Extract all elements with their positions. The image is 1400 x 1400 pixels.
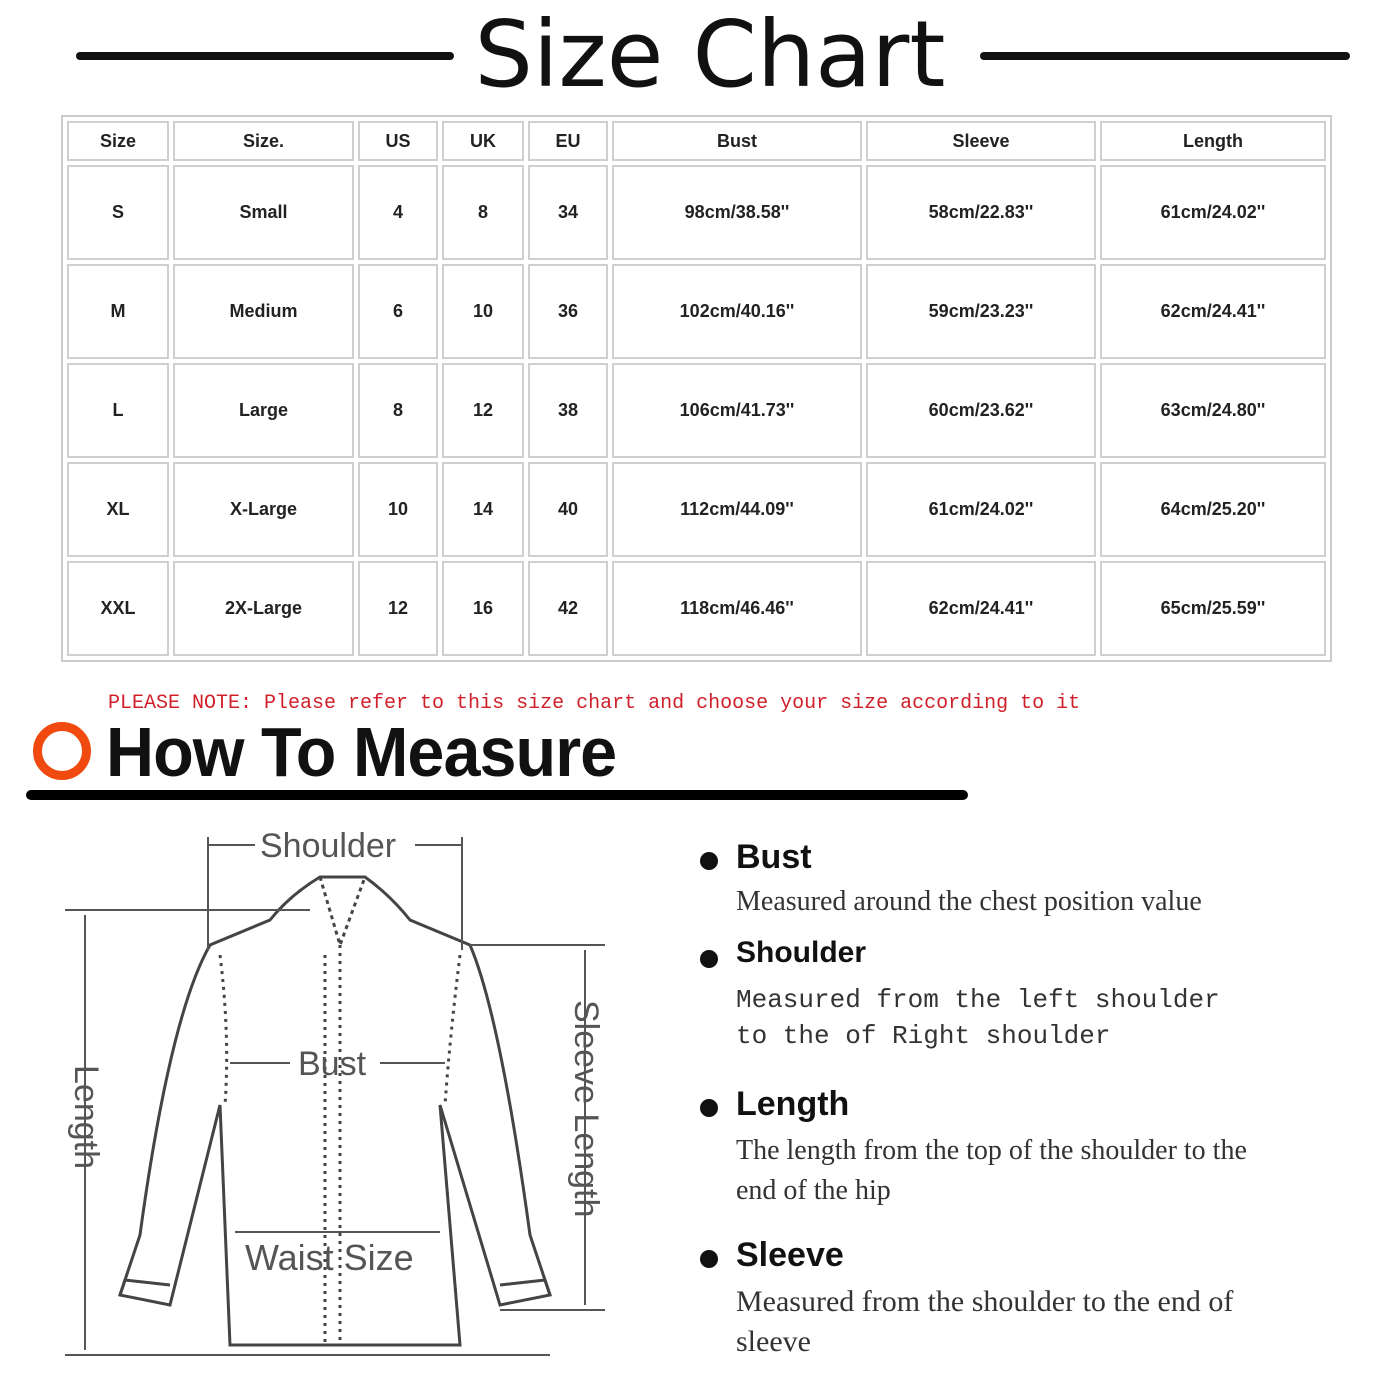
bullet-icon: [700, 1099, 718, 1117]
sleeve-length-label: Sleeve Length: [567, 1000, 605, 1217]
guide-desc: Measured from the shoulder to the end of…: [736, 1285, 1234, 1358]
table-cell: 63cm/24.80'': [1100, 363, 1326, 458]
length-label: Length: [67, 1065, 105, 1169]
table-cell: 10: [358, 462, 438, 557]
table-cell: 8: [358, 363, 438, 458]
table-cell: S: [67, 165, 169, 260]
table-cell: 98cm/38.58'': [612, 165, 862, 260]
table-cell: 40: [528, 462, 608, 557]
table-cell: 16: [442, 561, 524, 656]
column-header: UK: [442, 121, 524, 161]
table-cell: M: [67, 264, 169, 359]
table-cell: 65cm/25.59'': [1100, 561, 1326, 656]
table-row: S Small 4 8 34 98cm/38.58'' 58cm/22.83'' 61cm/2…: [67, 165, 1326, 260]
bust-label: Bust: [298, 1045, 367, 1083]
table-cell: 38: [528, 363, 608, 458]
table-row: XXL 2X-Large 12 16 42 118cm/46.46'' 62cm/24.41…: [67, 561, 1326, 656]
please-note: PLEASE NOTE: Please refer to this size c…: [108, 692, 1081, 715]
table-cell: XXL: [67, 561, 169, 656]
how-to-measure-heading: How To Measure: [106, 713, 617, 791]
table-cell: Medium: [173, 264, 354, 359]
title-rule-left: [76, 52, 454, 60]
guide-desc: The length from the top of the shoulder …: [736, 1135, 1247, 1206]
table-cell: 2X-Large: [173, 561, 354, 656]
table-cell: 58cm/22.83'': [866, 165, 1096, 260]
column-header: EU: [528, 121, 608, 161]
waist-label: Waist Size: [245, 1237, 414, 1278]
guide-heading: Sleeve: [736, 1236, 844, 1274]
table-cell: X-Large: [173, 462, 354, 557]
table-cell: 60cm/23.62'': [866, 363, 1096, 458]
table-cell: 59cm/23.23'': [866, 264, 1096, 359]
orange-ring-icon: [33, 722, 91, 780]
table-cell: 118cm/46.46'': [612, 561, 862, 656]
guide-desc: Measured from the left shoulder to the o…: [736, 985, 1220, 1051]
size-table: Size Size. US UK EU Bust Sleeve Length S Small 4 8…: [61, 115, 1332, 662]
table-cell: 106cm/41.73'': [612, 363, 862, 458]
column-header: US: [358, 121, 438, 161]
table-cell: 8: [442, 165, 524, 260]
table-cell: 61cm/24.02'': [1100, 165, 1326, 260]
table-cell: 10: [442, 264, 524, 359]
title-rule-right: [980, 52, 1350, 60]
table-cell: 102cm/40.16'': [612, 264, 862, 359]
table-cell: 42: [528, 561, 608, 656]
table-cell: 12: [442, 363, 524, 458]
guide-heading: Shoulder: [736, 936, 867, 969]
column-header: Sleeve: [866, 121, 1096, 161]
column-header: Size: [67, 121, 169, 161]
bullet-icon: [700, 1250, 718, 1268]
table-cell: 36: [528, 264, 608, 359]
table-cell: 112cm/44.09'': [612, 462, 862, 557]
column-header: Size.: [173, 121, 354, 161]
table-cell: Large: [173, 363, 354, 458]
table-cell: XL: [67, 462, 169, 557]
guide-desc: Measured around the chest position value: [736, 886, 1202, 917]
guide-heading: Length: [736, 1085, 850, 1123]
table-cell: 61cm/24.02'': [866, 462, 1096, 557]
column-header: Length: [1100, 121, 1326, 161]
page-title: Size Chart: [474, 1, 946, 108]
table-cell: 34: [528, 165, 608, 260]
table-cell: 62cm/24.41'': [866, 561, 1096, 656]
table-cell: 6: [358, 264, 438, 359]
bullet-icon: [700, 852, 718, 870]
table-row: XL X-Large 10 14 40 112cm/44.09'' 61cm/24.02''…: [67, 462, 1326, 557]
table-cell: 64cm/25.20'': [1100, 462, 1326, 557]
jacket-diagram: Shoulder Bust Waist Size Length Sleeve L…: [65, 827, 605, 1356]
table-header-row: Size Size. US UK EU Bust Sleeve Length: [67, 121, 1326, 161]
table-row: L Large 8 12 38 106cm/41.73'' 60cm/23.62'' 63cm…: [67, 363, 1326, 458]
bullet-icon: [700, 950, 718, 968]
table-cell: L: [67, 363, 169, 458]
guide-heading: Bust: [736, 838, 812, 876]
table-cell: Small: [173, 165, 354, 260]
table-cell: 62cm/24.41'': [1100, 264, 1326, 359]
table-row: M Medium 6 10 36 102cm/40.16'' 59cm/23.23'' 62c…: [67, 264, 1326, 359]
column-header: Bust: [612, 121, 862, 161]
shoulder-label: Shoulder: [260, 827, 396, 865]
table-cell: 14: [442, 462, 524, 557]
table-cell: 4: [358, 165, 438, 260]
heading-underline: [26, 790, 968, 800]
table-cell: 12: [358, 561, 438, 656]
